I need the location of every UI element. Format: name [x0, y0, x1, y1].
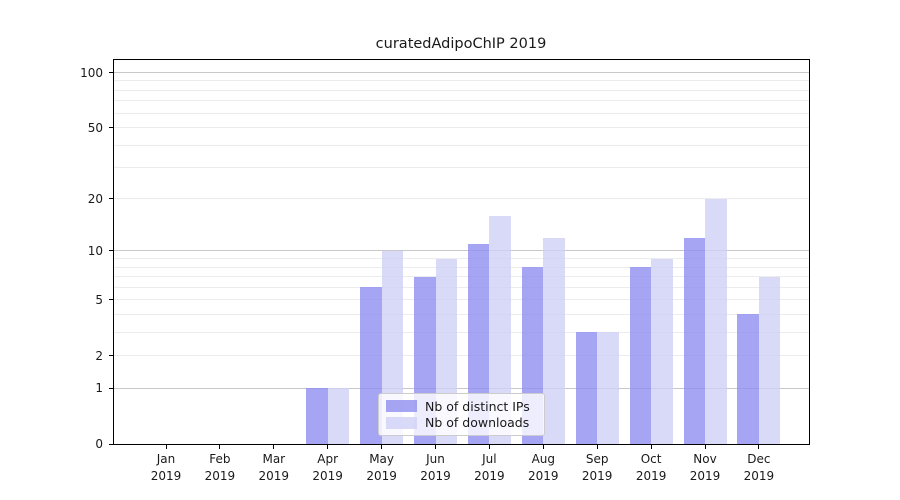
gridline-major — [114, 250, 809, 252]
gridline-minor — [114, 299, 809, 301]
y-tick — [109, 198, 113, 200]
x-tick — [327, 445, 329, 449]
x-tick-label: Oct 2019 — [635, 452, 667, 483]
x-tick — [273, 445, 275, 449]
gridline-minor — [114, 100, 809, 102]
legend-label-downloads: Nb of downloads — [425, 415, 530, 431]
x-tick-label: Dec 2019 — [743, 452, 775, 483]
legend-item-distinct-ips: Nb of distinct IPs — [386, 399, 537, 414]
gridline-minor — [114, 286, 809, 288]
y-tick-label: 50 — [87, 120, 103, 135]
bar-downloads-apr — [327, 388, 350, 444]
chart-title: curatedAdipoChIP 2019 — [375, 36, 547, 52]
gridline-minor — [114, 276, 809, 278]
y-tick — [109, 127, 113, 129]
gridline-minor — [114, 144, 809, 146]
bar-distinct-ips-dec — [737, 314, 759, 444]
gridline-minor — [114, 89, 809, 91]
gridline-minor — [114, 167, 809, 169]
gridline-minor — [114, 80, 809, 82]
x-tick — [704, 445, 706, 449]
bar-distinct-ips-oct — [629, 267, 652, 444]
x-tick — [435, 445, 436, 449]
x-tick-label: Jul 2019 — [474, 452, 505, 483]
x-tick-label: Jun 2019 — [420, 452, 451, 483]
x-tick — [542, 445, 544, 449]
x-tick — [596, 445, 598, 449]
bar-downloads-oct — [651, 258, 673, 444]
gridline-minor — [114, 112, 809, 114]
gridline-major — [114, 387, 809, 389]
bar-downloads-dec — [758, 276, 781, 444]
y-tick-label: 0 — [95, 437, 103, 451]
y-tick-label: 20 — [87, 191, 103, 206]
x-tick — [219, 445, 221, 449]
x-tick — [488, 445, 490, 449]
y-tick — [109, 355, 113, 357]
x-tick — [381, 445, 383, 449]
x-tick-label: Feb 2019 — [204, 452, 236, 483]
legend-label-distinct-ips: Nb of distinct IPs — [425, 398, 530, 414]
gridline-major — [114, 72, 809, 74]
bar-distinct-ips-may — [360, 287, 382, 444]
bar-downloads-nov — [705, 198, 727, 444]
gridline-minor — [114, 331, 809, 333]
y-tick — [109, 72, 113, 74]
x-tick-label: Nov 2019 — [689, 452, 721, 483]
y-tick-label: 1 — [95, 381, 103, 396]
gridline-minor — [114, 355, 809, 357]
bars-layer — [114, 60, 809, 444]
y-tick — [109, 299, 113, 301]
bar-distinct-ips-nov — [683, 237, 705, 444]
y-tick-label: 2 — [95, 348, 103, 363]
y-tick — [109, 250, 113, 252]
x-tick-label: Apr 2019 — [312, 452, 343, 483]
x-tick — [650, 445, 652, 449]
y-tick-label: 5 — [95, 292, 103, 307]
legend: Nb of distinct IPs Nb of downloads — [378, 393, 545, 436]
legend-swatch-downloads — [386, 416, 417, 429]
gridline-minor — [114, 198, 809, 200]
x-tick-label: Jan 2019 — [150, 452, 182, 483]
gridline-minor — [114, 313, 809, 315]
y-tick — [109, 443, 113, 445]
x-tick-label: Aug 2019 — [528, 452, 559, 483]
x-tick-label: Sep 2019 — [581, 452, 613, 483]
x-tick — [758, 445, 760, 449]
x-tick-label: Mar 2019 — [258, 452, 290, 483]
plot-area — [113, 59, 810, 445]
bar-downloads-jul — [489, 215, 511, 444]
bar-distinct-ips-sep — [575, 332, 598, 444]
x-tick-label: May 2019 — [366, 452, 397, 483]
bar-downloads-sep — [597, 332, 619, 444]
gridlines-layer — [114, 60, 809, 444]
legend-item-downloads: Nb of downloads — [386, 415, 537, 430]
y-tick-label: 100 — [80, 65, 103, 80]
legend-swatch-distinct-ips — [386, 400, 417, 413]
bar-distinct-ips-apr — [306, 388, 328, 444]
gridline-minor — [114, 127, 809, 129]
y-tick — [109, 387, 113, 389]
x-tick — [165, 445, 167, 449]
gridline-minor — [114, 258, 809, 260]
gridline-minor — [114, 266, 809, 268]
y-tick-label: 10 — [87, 243, 103, 258]
bar-downloads-aug — [543, 237, 565, 444]
